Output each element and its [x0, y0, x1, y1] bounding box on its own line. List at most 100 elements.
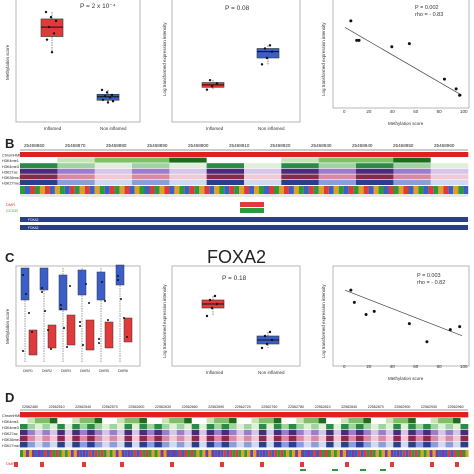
panel-d-coord: 22562930 — [421, 405, 437, 409]
panel-b-track-segment — [169, 152, 207, 157]
panel-d-track-segment — [87, 412, 95, 418]
panel-d-seq-base — [381, 450, 385, 457]
panel-b-seq-base — [129, 186, 135, 194]
panel-d-seq-base — [127, 450, 131, 457]
panel-d-dmr-mark — [455, 462, 459, 467]
panel-b-coord: 25468910 — [229, 143, 250, 148]
panel-b-seq-base — [119, 186, 125, 194]
panel-d-track-segment — [430, 430, 439, 436]
panel-b-track-segment — [169, 168, 207, 174]
panel-d-coord: 22562750 — [261, 405, 277, 409]
panel-d-track-segment — [348, 424, 357, 430]
panel-a-mid-point — [205, 88, 209, 91]
panel-b-seq-base — [29, 186, 35, 194]
panel-d-seq-base — [292, 450, 296, 457]
panel-d-track-segment — [132, 436, 140, 442]
panel-d-track-segment — [229, 436, 237, 442]
panel-d-track-segment — [296, 418, 305, 424]
panel-c-scatter-xtick: 40 — [390, 364, 396, 369]
panel-b-track-segment — [94, 180, 133, 185]
panel-b-seq-base — [74, 186, 80, 194]
panel-d-track-segment — [109, 412, 118, 418]
panel-a-left-point — [44, 10, 48, 14]
panel-d-track-segment — [258, 442, 267, 448]
panel-d-track-segment — [273, 418, 282, 424]
panel-a-mid-point — [265, 56, 269, 60]
panel-d-track-segment — [281, 418, 290, 424]
panel-b-track-segment — [20, 168, 58, 174]
panel-c-left-point — [41, 291, 43, 293]
panel-d-seq-base — [375, 450, 379, 457]
panel-a-left-point — [103, 94, 107, 98]
panel-b-track-segment — [94, 174, 133, 180]
panel-b-seq-base — [154, 186, 160, 194]
panel-d-track-segment — [318, 430, 327, 436]
panel-d-seq-base — [420, 450, 424, 457]
panel-b-seq-base — [104, 186, 110, 194]
panel-b-seq-base — [169, 186, 175, 194]
panel-b-track-segment — [281, 157, 319, 163]
panel-d-track-segment — [229, 424, 237, 430]
panel-a-mid-cat-1: Inflamed — [206, 126, 224, 131]
panel-b-seq-base — [308, 186, 314, 194]
panel-d-track-segment — [20, 412, 28, 418]
panel-d-seq-base — [34, 450, 38, 457]
panel-d-seq-base — [435, 450, 439, 457]
panel-c-scatter-xtick: 0 — [343, 364, 346, 369]
panel-b-seq-base — [298, 186, 304, 194]
panel-b-seq-base — [179, 186, 185, 194]
panel-d-track-segment — [415, 424, 424, 430]
panel-d-track-segment — [258, 412, 267, 418]
panel-d-track-segment — [311, 430, 319, 436]
panel-a-mid-point — [208, 78, 212, 82]
panel-d-seq-base — [229, 450, 233, 457]
panel-d-track-segment — [72, 442, 81, 448]
panel-a-scatter-point — [349, 19, 353, 23]
panel-c-left-xtick: DMR5 — [99, 369, 109, 373]
panel-d-seq-base — [244, 450, 248, 457]
panel-a-left-ylabel: Methylation score — [5, 44, 10, 80]
panel-d-track-segment — [117, 436, 125, 442]
panel-c-left-box-noninflamed — [115, 264, 125, 286]
panel-d-coord: 22562810 — [315, 405, 331, 409]
panel-d-track-segment — [206, 412, 215, 418]
panel-d-track-segment — [303, 412, 312, 418]
panel-d-seq-base — [61, 450, 65, 457]
panel-b-seq-base — [423, 186, 429, 194]
panel-d-coord: 22562570 — [102, 405, 118, 409]
panel-d-seq-base — [82, 450, 86, 457]
panel-b-track-label: H3K27me3 — [2, 182, 21, 186]
panel-d-track-segment — [206, 424, 215, 430]
panel-b-seq-base — [249, 186, 255, 194]
panel-b-track-segment — [318, 168, 357, 174]
panel-d-track-segment — [363, 424, 372, 430]
panel-d-track-segment — [356, 430, 364, 436]
panel-d-track-label: H3K27ac — [2, 432, 18, 436]
panel-c-left-point — [69, 285, 71, 287]
panel-d-seq-base — [196, 450, 200, 457]
panel-a-scatter-xlabel: Methylation score — [388, 121, 424, 126]
panel-c-left-box-noninflamed — [20, 267, 30, 301]
panel-d-seq-base — [109, 450, 113, 457]
panel-a-mid-point — [270, 50, 274, 53]
panel-d-seq-base — [363, 450, 367, 457]
panel-d-seq-base — [298, 450, 302, 457]
panel-d-track-segment — [49, 424, 58, 430]
panel-d-track-segment — [348, 418, 357, 424]
panel-a-left-point — [106, 101, 110, 104]
panel-d-track-segment — [221, 436, 230, 442]
panel-a-mid-point — [268, 44, 272, 47]
panel-d-seq-base — [384, 450, 388, 457]
panel-d-seq-base — [169, 450, 173, 457]
panel-c-mid-point — [213, 294, 217, 298]
panel-d-seq-base — [112, 450, 116, 457]
panel-d-track-segment — [460, 412, 469, 418]
panel-d-dmr-mark — [260, 462, 264, 467]
panel-d-track-segment — [236, 430, 245, 436]
panel-d-track-segment — [102, 418, 110, 424]
panel-c-left-point — [88, 302, 90, 304]
panel-d-seq-base — [369, 450, 373, 457]
panel-b-dmr-label: DMR — [6, 202, 15, 207]
panel-b-track-segment — [244, 180, 282, 185]
panel-a-scatter-point — [355, 38, 359, 42]
